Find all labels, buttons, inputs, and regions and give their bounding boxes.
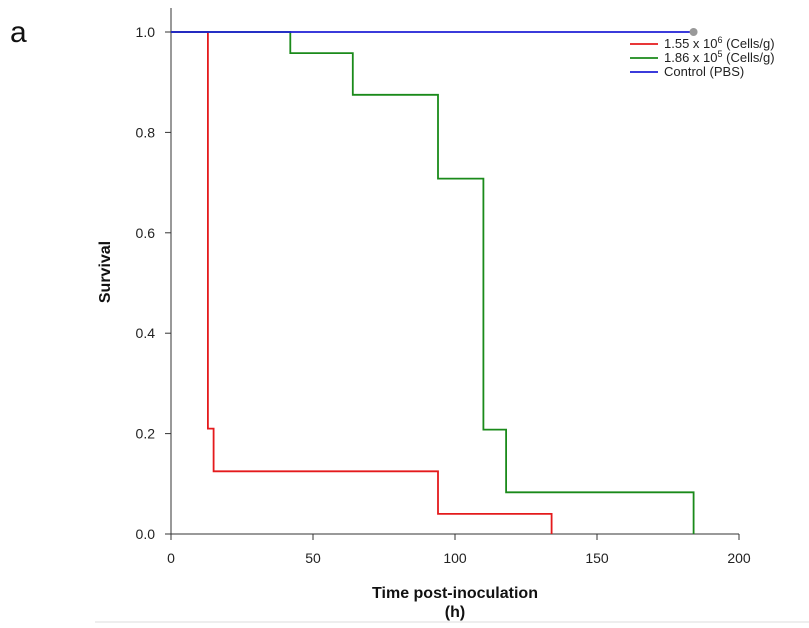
legend: 1.55 x 106 (Cells/g)1.86 x 105 (Cells/g)…	[630, 35, 775, 79]
series-end-marker	[689, 28, 698, 36]
series-layer	[171, 28, 698, 534]
x-tick-label: 200	[727, 550, 751, 566]
legend-label: 1.55 x 106 (Cells/g)	[664, 35, 775, 51]
series-line-2	[171, 31, 695, 534]
legend-label: 1.86 x 105 (Cells/g)	[664, 49, 775, 65]
x-tick-label: 0	[167, 550, 175, 566]
x-axis-title-line1: Time post-inoculation	[372, 585, 538, 602]
plot-area: 0 50 100 150 200 0.0 0.2 0.4 0.6 0.8 1.0	[136, 8, 751, 566]
y-tick-label: 0.0	[136, 526, 156, 542]
x-axis-title-line2: (h)	[445, 604, 465, 621]
x-tick-label: 150	[585, 550, 609, 566]
y-tick-label: 0.6	[136, 225, 156, 241]
x-tick-label: 100	[443, 550, 467, 566]
x-tick-label: 50	[305, 550, 321, 566]
series-line-1	[171, 31, 553, 534]
y-tick-label: 0.4	[136, 325, 156, 341]
panel-label: a	[10, 16, 27, 49]
y-tick-label: 1.0	[136, 24, 156, 40]
axis-ticks: 0 50 100 150 200 0.0 0.2 0.4 0.6 0.8 1.0	[136, 24, 751, 566]
legend-label: Control (PBS)	[664, 64, 744, 79]
y-tick-label: 0.8	[136, 124, 156, 140]
y-axis-title: Survival	[97, 241, 114, 303]
y-tick-label: 0.2	[136, 426, 156, 442]
